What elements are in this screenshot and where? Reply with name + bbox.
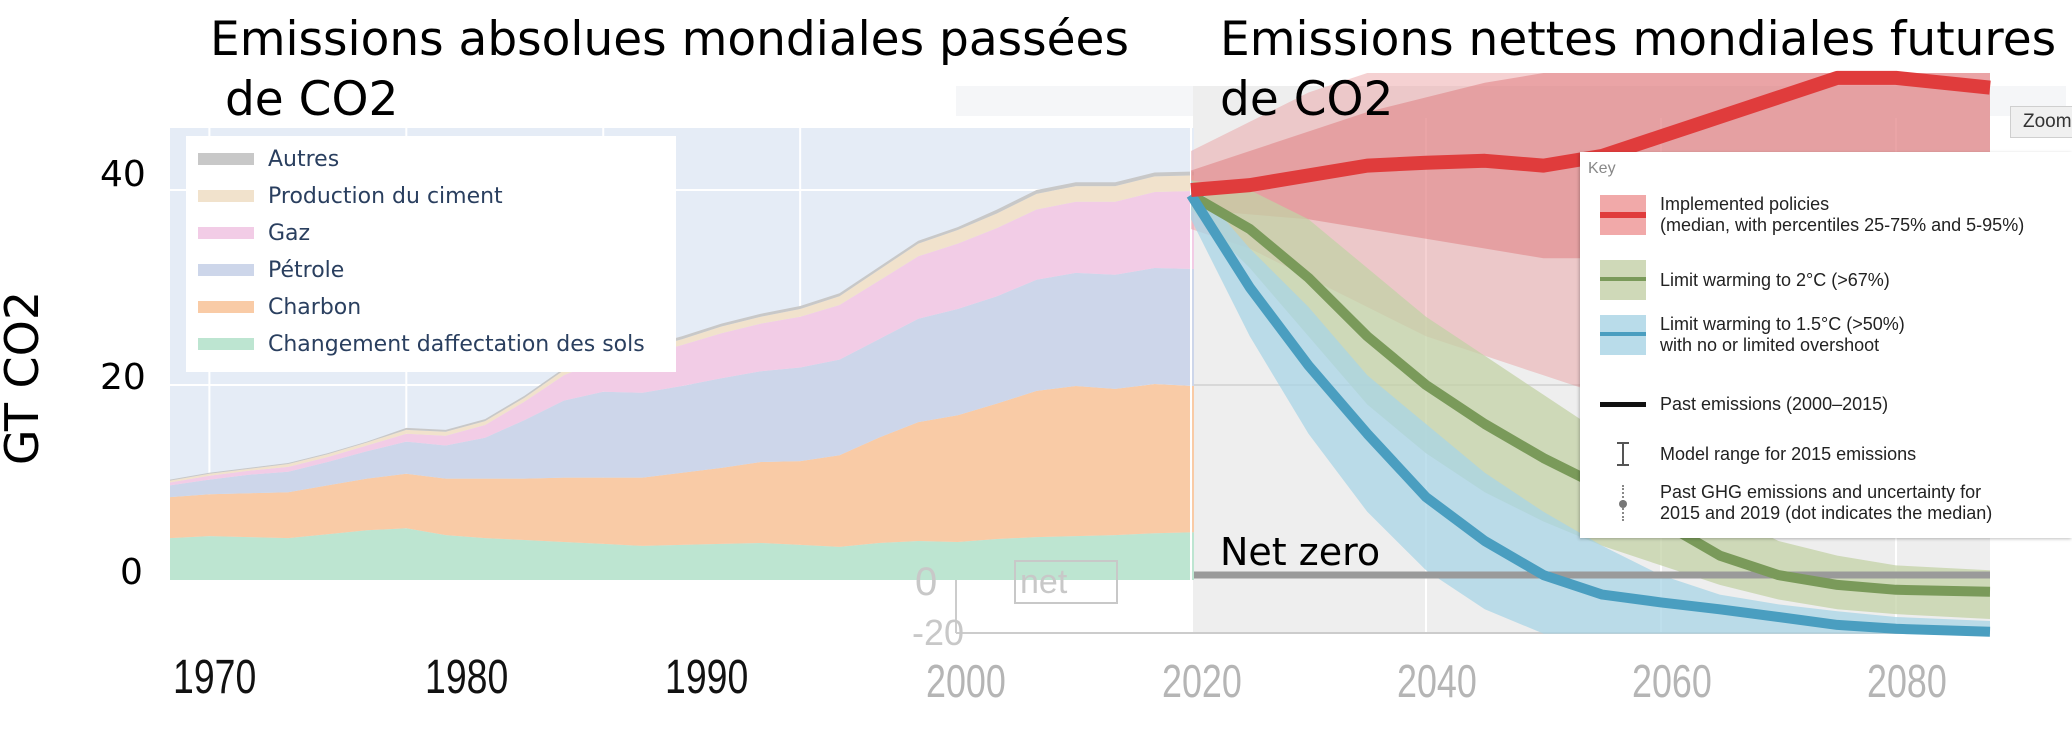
key-label: Model range for 2015 emissions	[1660, 443, 1917, 464]
xtick-2080: 2080	[1867, 655, 1947, 707]
key-swatch	[1600, 384, 1646, 424]
legend-swatch	[198, 227, 254, 239]
area-p-trole	[170, 268, 1194, 498]
key-swatch	[1600, 483, 1646, 523]
line-1-5c-median	[1186, 192, 1991, 637]
line-2c-median	[1188, 190, 1991, 597]
xtick-1980: 1980	[425, 651, 509, 704]
legend-label: Changement daffectation des sols	[268, 331, 645, 357]
zoom-button[interactable]: Zoom	[2010, 106, 2072, 138]
key-item-5: Past GHG emissions and uncertainty for 2…	[1600, 482, 1992, 524]
uncertainty-dot	[1619, 500, 1627, 508]
range-icon	[1622, 442, 1624, 466]
legend-label: Charbon	[268, 294, 362, 320]
left-areas	[170, 171, 1194, 580]
net-zero-ghost-box: net zero	[1014, 560, 1118, 604]
ytick-0: 0	[120, 552, 143, 593]
right-lines	[1186, 70, 1991, 637]
legend-swatch	[198, 301, 254, 313]
key-item-3: Past emissions (2000–2015)	[1600, 384, 1888, 424]
key-label: Implemented policies (median, with perce…	[1660, 194, 2025, 235]
y-axis-label-text: GT CO2	[0, 290, 49, 466]
net-zero-label: Net zero	[1220, 530, 1381, 574]
key-swatch	[1600, 434, 1646, 474]
key-item-0: Implemented policies (median, with perce…	[1600, 194, 2024, 236]
left-chart-title: Emissions absolues mondiales passées de …	[210, 12, 1129, 127]
legend-item-5[interactable]: Changement daffectation des sols	[198, 329, 645, 359]
xtick-1990: 1990	[665, 651, 749, 704]
key-label: Limit warming to 1.5°C (>50%) with no or…	[1660, 314, 1905, 355]
area-gaz	[170, 191, 1194, 486]
legend-label: Autres	[268, 146, 340, 172]
ytick-40: 40	[100, 154, 146, 195]
ghost-tick-neg: -20	[912, 612, 965, 653]
key-swatch	[1600, 260, 1646, 300]
legend-item-3[interactable]: Pétrole	[198, 255, 344, 285]
legend-item-1[interactable]: Production du ciment	[198, 181, 503, 211]
legend-item-2[interactable]: Gaz	[198, 218, 310, 248]
right-chart-title: Emissions nettes mondiales futures de CO…	[1220, 12, 2057, 127]
key-label: Past GHG emissions and uncertainty for 2…	[1660, 482, 1993, 523]
legend-swatch	[198, 153, 254, 165]
range-icon-cap	[1617, 442, 1629, 444]
key-swatch-line	[1600, 277, 1646, 281]
legend-swatch	[198, 190, 254, 202]
key-title: Key	[1588, 160, 1616, 177]
key-item-4: Model range for 2015 emissions	[1600, 434, 1916, 474]
legend-label: Gaz	[268, 220, 311, 246]
key-swatch-line	[1600, 212, 1646, 218]
area-charbon	[170, 384, 1194, 547]
range-icon-cap	[1617, 464, 1629, 466]
xtick-2040: 2040	[1397, 655, 1477, 707]
xtick-2020: 2020	[1162, 655, 1242, 707]
line-implemented-median	[1190, 70, 1991, 197]
xtick-2060: 2060	[1632, 655, 1712, 707]
key-legend: Key Implemented policies (median, with p…	[1580, 152, 2072, 538]
xtick-1970: 1970	[173, 651, 257, 704]
band-1-5c	[1191, 180, 1990, 634]
key-swatch-line	[1600, 402, 1646, 407]
left-legend: Autres Production du ciment Gaz Pétrole Char…	[186, 136, 676, 372]
band-2c	[1191, 180, 1990, 620]
key-swatch	[1600, 195, 1646, 235]
area-changement-daffectation-des-sols	[170, 528, 1194, 580]
xtick-2000: 2000	[926, 655, 1006, 707]
legend-item-4[interactable]: Charbon	[198, 292, 361, 322]
legend-item-0[interactable]: Autres	[198, 144, 339, 174]
key-swatch	[1600, 315, 1646, 355]
key-label: Limit warming to 2°C (>67%)	[1660, 269, 1890, 290]
ghost-tick-zero: 0	[915, 560, 938, 604]
key-item-2: Limit warming to 1.5°C (>50%) with no or…	[1600, 314, 1905, 356]
legend-label: Pétrole	[268, 257, 345, 283]
key-item-1: Limit warming to 2°C (>67%)	[1600, 260, 1890, 300]
ytick-20: 20	[100, 357, 146, 398]
legend-swatch	[198, 338, 254, 350]
key-swatch-line	[1600, 332, 1646, 336]
legend-label: Production du ciment	[268, 183, 503, 209]
legend-swatch	[198, 264, 254, 276]
key-label: Past emissions (2000–2015)	[1660, 393, 1889, 414]
